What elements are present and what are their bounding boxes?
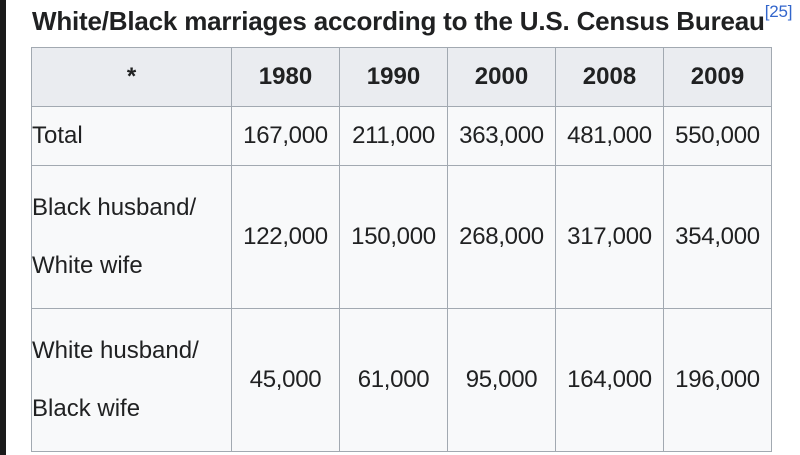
- value-cell: 317,000: [555, 165, 664, 309]
- row-label: Total: [31, 106, 232, 166]
- value-cell: 268,000: [447, 165, 556, 309]
- reference-superscript: [25]: [765, 2, 793, 21]
- census-marriage-table: * 1980 1990 2000 2008 2009 Total 167,000…: [31, 47, 772, 452]
- value-cell: 95,000: [447, 308, 556, 452]
- value-cell: 550,000: [663, 106, 772, 166]
- header-cell-corner: *: [31, 47, 232, 107]
- row-label-line1: Black husband/: [32, 194, 197, 221]
- value-cell: 196,000: [663, 308, 772, 452]
- value-cell: 481,000: [555, 106, 664, 166]
- value-cell: 150,000: [339, 165, 448, 309]
- header-cell-year: 1990: [339, 47, 448, 107]
- row-label-line1: White husband/: [32, 337, 199, 364]
- row-label-text: Total: [32, 122, 83, 149]
- table-row-white-husband-black-wife: White husband/ Black wife 45,000 61,000 …: [31, 308, 772, 452]
- header-cell-year: 2009: [663, 47, 772, 107]
- value-cell: 363,000: [447, 106, 556, 166]
- table-row-black-husband-white-wife: Black husband/ White wife 122,000 150,00…: [31, 165, 772, 309]
- citation-link[interactable]: [25]: [764, 2, 793, 21]
- window-edge: [0, 0, 6, 455]
- table-caption: White/Black marriages according to the U…: [32, 2, 792, 37]
- row-label: Black husband/ White wife: [31, 165, 232, 309]
- row-label-line2: White wife: [32, 252, 143, 279]
- value-cell: 167,000: [231, 106, 340, 166]
- row-label: White husband/ Black wife: [31, 308, 232, 452]
- value-cell: 45,000: [231, 308, 340, 452]
- table-row-total: Total 167,000 211,000 363,000 481,000 55…: [31, 106, 772, 166]
- value-cell: 211,000: [339, 106, 448, 166]
- value-cell: 354,000: [663, 165, 772, 309]
- value-cell: 61,000: [339, 308, 448, 452]
- caption-title: White/Black marriages according to the U…: [32, 6, 765, 36]
- header-cell-year: 2008: [555, 47, 664, 107]
- value-cell: 122,000: [231, 165, 340, 309]
- header-row: * 1980 1990 2000 2008 2009: [31, 47, 772, 107]
- header-cell-year: 1980: [231, 47, 340, 107]
- row-label-line2: Black wife: [32, 395, 141, 422]
- value-cell: 164,000: [555, 308, 664, 452]
- header-cell-year: 2000: [447, 47, 556, 107]
